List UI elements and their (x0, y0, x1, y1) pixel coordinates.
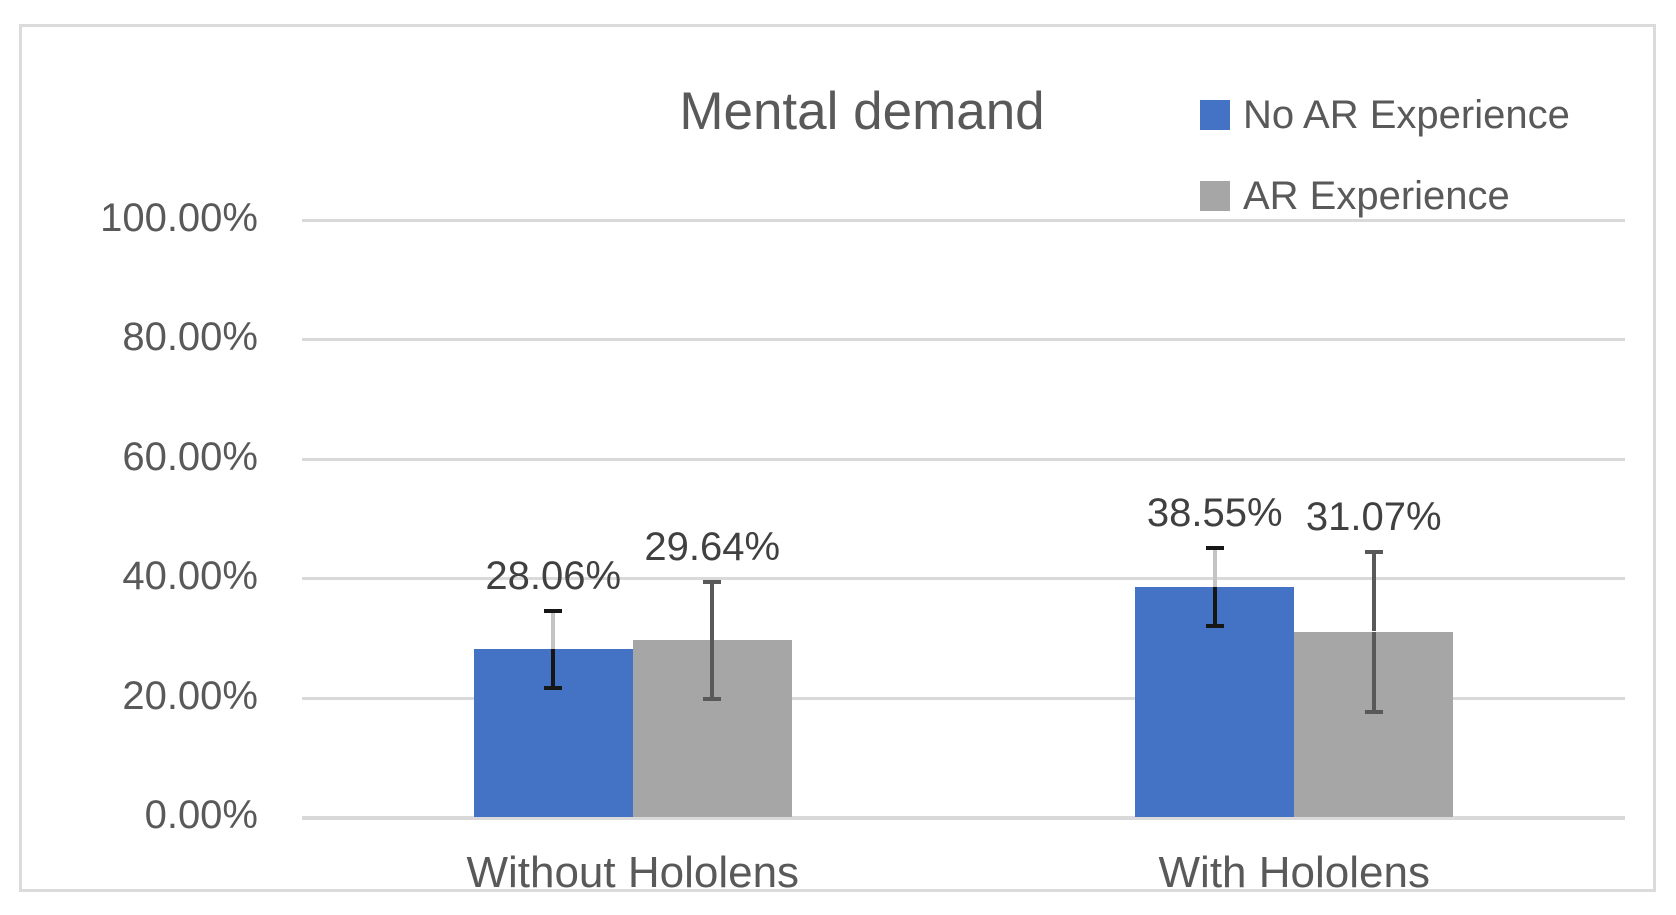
data-label: 38.55% (1146, 491, 1283, 536)
error-bar-top-cap (1364, 549, 1383, 554)
gridline (302, 338, 1625, 342)
legend-swatch-no-ar-experience (1200, 100, 1230, 130)
error-bar-top-cap (703, 579, 722, 584)
y-tick-label: 40.00% (122, 554, 258, 599)
legend-swatch-ar-experience (1200, 181, 1230, 211)
x-axis-line (302, 816, 1625, 820)
y-tick-label: 20.00% (122, 673, 258, 718)
x-category-label: Without Hololens (466, 848, 800, 897)
y-tick-label: 100.00% (100, 196, 258, 240)
error-bar-upper-segment (1212, 548, 1217, 587)
data-label: 28.06% (485, 553, 622, 598)
error-bar-upper-segment (710, 581, 715, 641)
error-bar-lower-segment (710, 640, 715, 699)
error-bar-lower-segment (1212, 586, 1217, 626)
legend-label-ar-experience: AR Experience (1243, 173, 1510, 218)
error-bar-upper-segment (1371, 551, 1376, 632)
data-label: 29.64% (644, 524, 781, 569)
error-bar-bottom-cap (703, 696, 722, 701)
error-bar-upper-segment (551, 610, 556, 650)
gridline (302, 219, 1625, 222)
gridline (302, 696, 1625, 700)
error-bar-bottom-cap (1205, 623, 1224, 628)
gridline (302, 577, 1625, 581)
chart-title: Mental demand (679, 82, 1045, 141)
y-tick-label: 0.00% (144, 793, 258, 837)
data-label: 31.07% (1305, 494, 1442, 539)
error-bar-top-cap (1205, 546, 1224, 551)
y-tick-label: 60.00% (122, 434, 258, 479)
gridline (302, 457, 1625, 461)
legend-label-no-ar-experience: No AR Experience (1243, 92, 1570, 137)
error-bar-bottom-cap (544, 686, 563, 691)
error-bar-bottom-cap (1364, 709, 1383, 714)
chart-frame: Mental demand No AR Experience AR Experi… (19, 24, 1656, 897)
error-bar-lower-segment (1371, 631, 1376, 712)
error-bar-top-cap (544, 608, 563, 613)
y-tick-label: 80.00% (122, 315, 258, 360)
legend-item-no-ar-experience: No AR Experience (1200, 93, 1570, 137)
legend-item-ar-experience: AR Experience (1200, 174, 1510, 218)
error-bar-lower-segment (551, 649, 556, 689)
plot-area (302, 219, 1625, 820)
x-category-label: With Hololens (1158, 848, 1430, 897)
